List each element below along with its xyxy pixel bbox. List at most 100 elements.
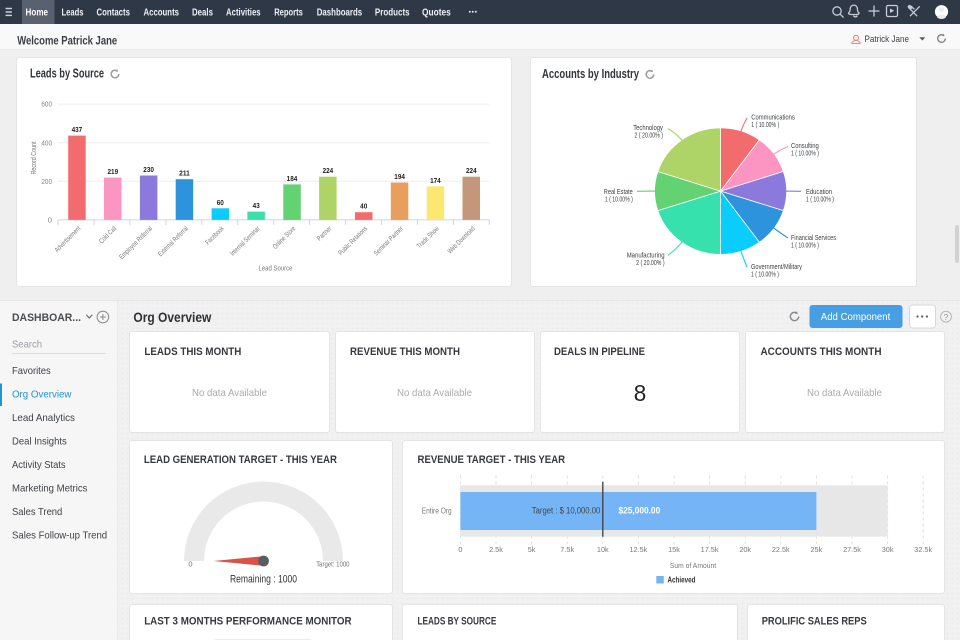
svg-text:Accounts: Accounts [144, 7, 180, 19]
svg-text:Record Count: Record Count [29, 141, 38, 175]
svg-text:No data Available: No data Available [807, 387, 882, 399]
svg-text:1 ( 10.00% ): 1 ( 10.00% ) [806, 194, 834, 203]
svg-text:Leads by Source: Leads by Source [30, 66, 104, 81]
svg-text:PROLIFIC SALES REPS: PROLIFIC SALES REPS [762, 615, 867, 627]
svg-text:Internal Seminar: Internal Seminar [229, 225, 262, 258]
svg-text:20k: 20k [739, 545, 751, 554]
svg-text:2.5k: 2.5k [489, 545, 503, 554]
svg-text:0: 0 [458, 545, 462, 554]
svg-text:Accounts by Industry: Accounts by Industry [542, 66, 640, 81]
svg-text:Sales Trend: Sales Trend [12, 507, 62, 518]
svg-text:External Referral: External Referral [157, 225, 190, 258]
svg-text:1 ( 10.00% ): 1 ( 10.00% ) [791, 240, 819, 249]
svg-text:Org Overview: Org Overview [133, 310, 211, 325]
svg-text:$25,000.00: $25,000.00 [619, 506, 661, 516]
svg-text:1 ( 10.00% ): 1 ( 10.00% ) [751, 270, 779, 279]
svg-text:30k: 30k [882, 545, 894, 554]
svg-text:Quotes: Quotes [422, 7, 451, 19]
svg-text:Sum of Amount: Sum of Amount [670, 561, 717, 570]
svg-text:LEADS BY SOURCE: LEADS BY SOURCE [418, 615, 497, 627]
svg-text:25k: 25k [811, 545, 823, 554]
svg-text:Add Component: Add Component [821, 311, 891, 323]
svg-text:Partner: Partner [316, 225, 334, 243]
svg-text:12.5k: 12.5k [629, 545, 647, 554]
svg-text:60: 60 [217, 198, 224, 207]
svg-text:Products: Products [375, 7, 410, 19]
svg-text:Target: 1000: Target: 1000 [316, 560, 349, 569]
svg-text:211: 211 [179, 169, 190, 178]
svg-text:0: 0 [48, 216, 52, 225]
svg-text:Lead Source: Lead Source [259, 264, 293, 273]
svg-text:437: 437 [72, 125, 83, 134]
svg-text:Seminar Partner: Seminar Partner [373, 225, 405, 257]
svg-text:REVENUE THIS MONTH: REVENUE THIS MONTH [350, 346, 460, 358]
svg-text:400: 400 [41, 138, 52, 147]
svg-text:22.5k: 22.5k [772, 545, 790, 554]
svg-text:2 ( 20.00% ): 2 ( 20.00% ) [635, 130, 664, 139]
svg-text:27.5k: 27.5k [843, 545, 861, 554]
svg-text:Consulting: Consulting [791, 141, 819, 150]
svg-text:Public Relations: Public Relations [338, 225, 370, 257]
svg-text:Trade Show: Trade Show [416, 225, 441, 250]
svg-text:174: 174 [430, 176, 441, 185]
svg-text:32.5k: 32.5k [914, 545, 932, 554]
svg-text:Technology: Technology [633, 123, 663, 132]
svg-text:Dashboards: Dashboards [317, 7, 363, 19]
svg-text:Activities: Activities [226, 7, 261, 19]
svg-text:Manufacturing: Manufacturing [627, 250, 665, 259]
svg-text:REVENUE TARGET - THIS YEAR: REVENUE TARGET - THIS YEAR [418, 454, 566, 466]
svg-text:200: 200 [41, 177, 52, 186]
svg-text:Home: Home [26, 7, 49, 19]
svg-text:DASHBOAR...: DASHBOAR... [12, 312, 81, 324]
svg-text:Cold Call: Cold Call [98, 225, 118, 245]
svg-text:0: 0 [188, 560, 192, 569]
svg-text:Contacts: Contacts [97, 7, 131, 19]
svg-text:LAST 3 MONTHS PERFORMANCE MONI: LAST 3 MONTHS PERFORMANCE MONITOR [144, 615, 352, 627]
svg-text:Remaining : 1000: Remaining : 1000 [230, 573, 297, 585]
svg-text:600: 600 [41, 100, 52, 109]
svg-text:Marketing Metrics: Marketing Metrics [12, 484, 87, 495]
svg-text:No data Available: No data Available [397, 387, 472, 399]
svg-text:Web Download: Web Download [447, 225, 477, 255]
svg-text:Leads: Leads [62, 7, 84, 19]
svg-text:10k: 10k [597, 545, 609, 554]
svg-text:224: 224 [323, 166, 334, 175]
svg-text:DEALS IN PIPELINE: DEALS IN PIPELINE [554, 346, 645, 358]
svg-text:Deals: Deals [192, 7, 213, 19]
svg-text:17.5k: 17.5k [701, 545, 719, 554]
svg-text:No data Available: No data Available [192, 387, 267, 399]
svg-text:Employee Referral: Employee Referral [118, 225, 154, 261]
svg-text:LEADS THIS MONTH: LEADS THIS MONTH [144, 346, 241, 358]
svg-text:7.5k: 7.5k [560, 545, 574, 554]
svg-text:5k: 5k [528, 545, 536, 554]
svg-text:2 ( 20.00% ): 2 ( 20.00% ) [636, 258, 665, 267]
svg-text:184: 184 [287, 174, 298, 183]
svg-text:Welcome Patrick Jane: Welcome Patrick Jane [17, 33, 117, 47]
svg-text:Facebook: Facebook [205, 225, 226, 246]
svg-text:Lead Analytics: Lead Analytics [12, 413, 75, 424]
svg-text:Entire Org: Entire Org [422, 506, 452, 516]
svg-text:Online Store: Online Store [272, 225, 298, 251]
svg-text:Deal Insights: Deal Insights [12, 437, 67, 448]
svg-text:?: ? [944, 313, 949, 322]
svg-text:Government/Military: Government/Military [751, 262, 802, 271]
svg-text:1 ( 10.00% ): 1 ( 10.00% ) [791, 149, 819, 158]
svg-text:1 ( 10.00% ): 1 ( 10.00% ) [605, 194, 633, 203]
svg-text:1 ( 10.00% ): 1 ( 10.00% ) [751, 120, 779, 129]
svg-text:230: 230 [143, 165, 154, 174]
svg-text:8: 8 [634, 380, 647, 406]
svg-text:Reports: Reports [274, 7, 303, 19]
svg-text:224: 224 [466, 166, 477, 175]
svg-text:Search: Search [12, 340, 42, 351]
svg-text:LEAD GENERATION TARGET - THIS: LEAD GENERATION TARGET - THIS YEAR [144, 454, 337, 466]
svg-text:Target : $ 10,000.00: Target : $ 10,000.00 [532, 506, 601, 516]
svg-text:Activity Stats: Activity Stats [12, 460, 66, 471]
svg-text:Achieved: Achieved [668, 576, 696, 585]
svg-text:Real Estate: Real Estate [604, 187, 633, 196]
svg-text:Education: Education [806, 187, 832, 196]
svg-text:Advertisement: Advertisement [54, 225, 83, 254]
svg-text:219: 219 [107, 167, 118, 176]
svg-text:Financial Services: Financial Services [791, 233, 836, 242]
svg-text:40: 40 [360, 202, 367, 211]
svg-text:Sales Follow-up Trend: Sales Follow-up Trend [12, 531, 107, 542]
